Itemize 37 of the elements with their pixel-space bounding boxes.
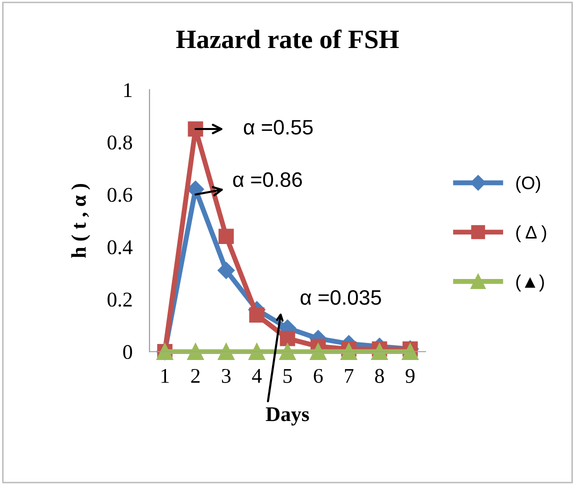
y-tick-label: 0.6 — [108, 188, 132, 202]
annotation: α =0.035 — [300, 290, 382, 305]
x-axis-title: Days — [266, 407, 309, 426]
x-tick-label: 1 — [161, 368, 169, 383]
point — [218, 343, 234, 360]
x-tick-label: 9 — [406, 368, 415, 383]
x-tick-label: 5 — [284, 369, 292, 383]
annotation: α =0.86 — [233, 172, 302, 187]
y-tick-label: 0 — [123, 345, 132, 360]
point — [248, 343, 266, 360]
y-axis-title: h ( t , α ) — [71, 184, 90, 258]
y-tick-label: 0.2 — [108, 292, 132, 307]
point — [310, 343, 326, 360]
point — [218, 262, 235, 279]
point — [218, 228, 234, 244]
x-tick-label: 7 — [345, 369, 354, 383]
point — [340, 343, 358, 360]
legend-label: (O) — [516, 176, 540, 193]
point — [249, 307, 264, 323]
chart-title: Hazard rate of FSH — [176, 29, 399, 48]
point — [187, 343, 204, 360]
point — [188, 121, 204, 137]
x-tick-label: 8 — [375, 368, 384, 383]
y-tick-label: 1 — [124, 83, 132, 97]
x-tick-label: 3 — [222, 368, 231, 383]
y-tick-label: 0.8 — [108, 135, 132, 150]
x-tick-label: 2 — [191, 368, 200, 383]
legend-label: (▲) — [516, 274, 544, 292]
annotation: α =0.55 — [244, 120, 313, 135]
point — [280, 330, 296, 346]
point — [402, 343, 418, 360]
legend-label: ( Δ ) — [516, 225, 546, 242]
x-tick-label: 4 — [252, 369, 262, 383]
point — [371, 343, 388, 360]
x-tick-label: 6 — [314, 368, 323, 383]
y-tick-label: 0.4 — [108, 240, 133, 254]
point — [279, 343, 296, 360]
